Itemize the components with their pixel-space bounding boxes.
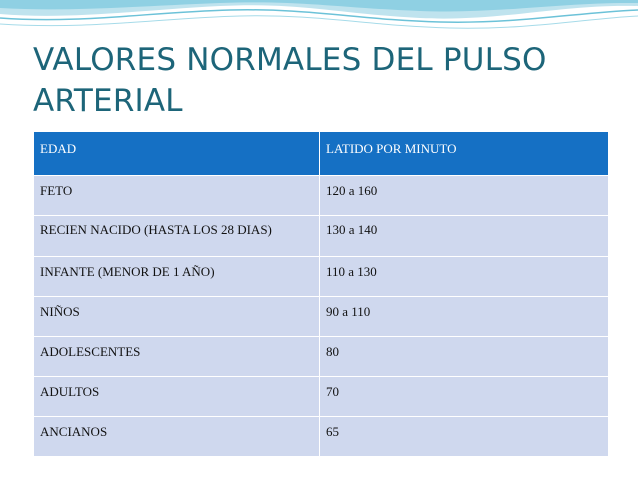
age-cell: INFANTE (MENOR DE 1 AÑO) [33, 256, 320, 297]
rate-cell: 130 a 140 [319, 215, 609, 257]
rate-cell: 90 a 110 [319, 296, 609, 337]
slide-title: VALORES NORMALES DEL PULSO ARTERIAL [33, 42, 547, 119]
age-cell: ADOLESCENTES [33, 336, 320, 377]
pulse-rate-table: EDAD LATIDO POR MINUTO FETO 120 a 160 RE… [33, 131, 609, 457]
decorative-wave-banner [0, 0, 638, 29]
rate-cell: 120 a 160 [319, 175, 609, 216]
table-row: FETO 120 a 160 [33, 175, 609, 216]
table-row: NIÑOS 90 a 110 [33, 296, 609, 337]
rate-cell: 70 [319, 376, 609, 417]
age-cell: NIÑOS [33, 296, 320, 337]
age-cell: RECIEN NACIDO (HASTA LOS 28 DIAS) [33, 215, 320, 257]
table-row: ADULTOS 70 [33, 376, 609, 417]
age-cell: FETO [33, 175, 320, 216]
column-header-beats-per-minute: LATIDO POR MINUTO [319, 131, 609, 176]
table-row: RECIEN NACIDO (HASTA LOS 28 DIAS) 130 a … [33, 215, 609, 257]
rate-cell: 80 [319, 336, 609, 377]
age-cell: ANCIANOS [33, 416, 320, 457]
column-header-age: EDAD [33, 131, 320, 176]
rate-cell: 65 [319, 416, 609, 457]
table-row: INFANTE (MENOR DE 1 AÑO) 110 a 130 [33, 256, 609, 297]
table-row: ADOLESCENTES 80 [33, 336, 609, 377]
age-cell: ADULTOS [33, 376, 320, 417]
rate-cell: 110 a 130 [319, 256, 609, 297]
table-row: ANCIANOS 65 [33, 416, 609, 457]
table-header-row: EDAD LATIDO POR MINUTO [33, 131, 609, 176]
